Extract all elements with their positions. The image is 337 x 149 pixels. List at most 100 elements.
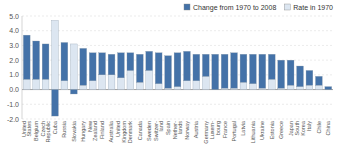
bar <box>278 88 285 89</box>
x-tick-label: Switzer-land <box>153 121 165 141</box>
x-tick-label: China <box>325 120 331 135</box>
bar <box>127 53 134 71</box>
x-tick-label: Germany <box>203 121 209 144</box>
x-tick-label: Russia <box>61 120 67 138</box>
bar <box>297 87 304 90</box>
x-tick-label: UnitedKingdom <box>115 121 127 143</box>
bar <box>325 87 332 90</box>
bar <box>23 35 30 79</box>
bar <box>250 54 257 83</box>
y-tick-label: 1.0 <box>9 71 19 78</box>
legend: Change from 1970 to 2008 Rate in 1970 <box>184 4 333 12</box>
grid-line <box>22 104 333 105</box>
bars <box>23 20 331 116</box>
grid-line <box>22 45 333 46</box>
bar <box>278 60 285 88</box>
y-tick-label: 2.0 <box>9 57 19 64</box>
bar <box>297 66 304 87</box>
bar <box>193 81 200 90</box>
bar <box>259 88 266 89</box>
bar <box>287 60 294 85</box>
bar <box>33 41 40 79</box>
bar <box>268 54 275 79</box>
grid-line <box>22 119 333 120</box>
x-tick-label: NewZealand <box>87 121 99 141</box>
bar <box>221 88 228 89</box>
bar <box>80 48 87 85</box>
x-tick-label: Estonia <box>269 120 275 139</box>
bar <box>118 53 125 78</box>
bar <box>287 85 294 89</box>
x-tick-label: Sweden <box>146 121 152 141</box>
x-tick-label: Australia <box>108 120 114 142</box>
bar <box>221 54 228 88</box>
bar <box>231 53 238 88</box>
bar <box>42 79 49 89</box>
bar <box>52 20 59 89</box>
x-tick-label: Nether-lands <box>172 121 184 140</box>
bar <box>70 44 77 90</box>
x-tick-label: Lithuania <box>250 120 256 143</box>
bar <box>80 85 87 89</box>
bar <box>165 56 172 88</box>
x-tick-label: Denmark <box>127 121 133 144</box>
y-tick-label: -1.0 <box>7 101 19 108</box>
bar <box>202 76 209 89</box>
bar <box>23 79 30 89</box>
x-tick-label: Greece <box>278 121 284 139</box>
bar <box>250 84 257 90</box>
bar <box>268 79 275 89</box>
x-tick-label: Portugal <box>231 121 237 142</box>
bar <box>99 75 106 90</box>
bar <box>52 90 59 116</box>
bar <box>165 88 172 89</box>
x-tick-label: Finland <box>99 121 105 139</box>
bar <box>259 54 266 88</box>
bar <box>231 88 238 89</box>
bar <box>118 78 125 90</box>
x-tick-label: Austria <box>193 120 199 138</box>
bar <box>315 76 322 85</box>
x-tick-label: France <box>222 121 228 138</box>
x-tick-label: Ukraine <box>259 121 265 140</box>
bar <box>174 53 181 87</box>
bar <box>136 82 143 89</box>
bar <box>306 85 313 89</box>
bar <box>212 54 219 89</box>
bar <box>193 54 200 80</box>
y-axis-line <box>22 16 23 119</box>
x-tick-label: Italy <box>306 121 312 131</box>
x-tick-label: Belgium <box>33 121 39 141</box>
bar <box>70 90 77 94</box>
bar <box>184 81 191 90</box>
bar <box>136 54 143 82</box>
bar <box>89 81 96 90</box>
bar <box>108 75 115 90</box>
bar <box>99 53 106 75</box>
bar <box>155 53 162 84</box>
y-tick-label: 5.0 <box>9 13 19 20</box>
x-tick-label: Latvia <box>240 120 246 136</box>
x-tick-label: Chile <box>316 121 322 134</box>
bar <box>202 54 209 76</box>
bar <box>108 54 115 75</box>
x-tick-label: Norway <box>184 121 190 140</box>
legend-label: Change from 1970 to 2008 <box>193 4 276 12</box>
legend-label: Rate in 1970 <box>293 4 333 11</box>
x-tick-label: CzechRepublic <box>40 121 52 143</box>
x-tick-label: Slovakia <box>71 120 77 142</box>
legend-swatch <box>284 4 290 10</box>
bar <box>146 70 153 89</box>
chart: -2.0-1.00.01.02.03.04.05.0UnitedStatesBe… <box>0 0 337 149</box>
bar <box>240 54 247 82</box>
bar <box>61 81 68 90</box>
bar <box>146 51 153 70</box>
x-tick-label: Cuba <box>52 120 58 134</box>
bar <box>155 84 162 90</box>
bar <box>61 42 68 80</box>
bar <box>315 85 322 89</box>
x-tick-label: Luxem-bourg <box>209 121 221 140</box>
bar <box>33 79 40 89</box>
bar <box>174 87 181 90</box>
x-tick-label: Japan <box>288 121 294 136</box>
